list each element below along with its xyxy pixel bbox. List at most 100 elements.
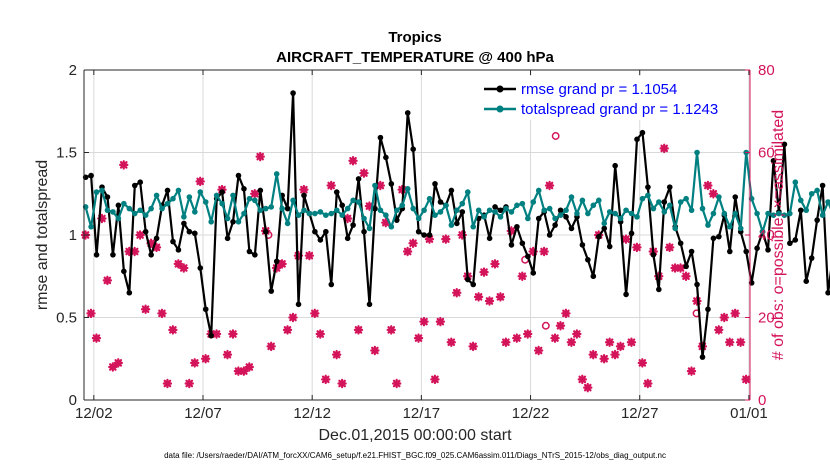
obs-assimilated-marker: [424, 234, 435, 244]
obs-assimilated-marker: [599, 354, 609, 364]
obs-assimilated-marker: [583, 382, 593, 393]
data-point-rmse: [366, 301, 373, 308]
obs-assimilated-marker: [381, 217, 391, 228]
data-point-rmse: [595, 233, 602, 240]
obs-assimilated-marker: [239, 366, 249, 376]
obs-assimilated-marker: [353, 325, 364, 335]
data-point-totalspread: [372, 182, 378, 189]
data-point-rmse: [639, 129, 646, 136]
y-tick-label-left: 0: [69, 392, 77, 409]
data-point-totalspread: [213, 192, 220, 199]
data-point-totalspread: [814, 187, 820, 194]
data-point-totalspread: [268, 204, 275, 210]
data-point-rmse: [186, 228, 193, 235]
obs-assimilated-marker: [113, 358, 123, 368]
x-tick-label: 12/27: [621, 405, 659, 422]
data-point-totalspread: [257, 207, 264, 214]
data-point-totalspread: [781, 212, 788, 218]
data-point-rmse: [257, 187, 264, 194]
data-point-rmse: [530, 270, 537, 276]
obs-assimilated-marker: [446, 337, 456, 347]
data-point-totalspread: [716, 194, 722, 200]
obs-assimilated-marker: [457, 230, 467, 240]
data-point-totalspread: [535, 187, 542, 194]
obs-assimilated-marker: [495, 292, 506, 302]
data-point-totalspread: [475, 207, 482, 214]
data-point-totalspread: [219, 200, 225, 207]
obs-assimilated-marker: [97, 213, 107, 224]
data-point-totalspread: [694, 149, 700, 156]
data-point-totalspread: [519, 200, 526, 207]
x-tick-label: 12/12: [293, 405, 331, 422]
data-point-totalspread: [153, 192, 160, 199]
data-point-rmse: [437, 199, 444, 205]
obs-assimilated-marker: [659, 143, 669, 154]
data-point-rmse: [770, 157, 777, 164]
data-point-totalspread: [121, 200, 127, 207]
obs-assimilated-marker: [364, 201, 375, 211]
data-point-totalspread: [486, 207, 493, 214]
data-point-totalspread: [464, 189, 471, 195]
obs-assimilated-marker: [550, 333, 560, 343]
legend-rmse-marker: [496, 85, 504, 93]
data-point-rmse: [552, 222, 558, 228]
data-point-totalspread: [383, 212, 389, 218]
obs-assimilated-marker: [714, 325, 724, 335]
y-tick-label-right: 20: [758, 310, 775, 327]
data-point-totalspread: [481, 214, 487, 220]
data-point-totalspread: [426, 195, 433, 202]
obs-assimilated-marker: [703, 180, 713, 191]
data-point-rmse: [197, 265, 204, 271]
data-point-rmse: [301, 192, 307, 199]
data-point-rmse: [819, 182, 826, 189]
legend-rmse-label: rmse grand pr = 1.1054: [521, 81, 677, 98]
data-point-rmse: [732, 194, 739, 200]
data-point-rmse: [148, 252, 154, 258]
obs-assimilated-marker: [490, 259, 500, 269]
data-point-totalspread: [443, 202, 449, 209]
obs-assimilated-marker: [468, 341, 478, 352]
data-point-totalspread: [688, 207, 695, 214]
obs-assimilated-marker: [282, 325, 293, 335]
data-point-rmse: [787, 240, 793, 247]
obs-assimilated-marker: [342, 213, 353, 224]
obs-possible-marker: [551, 132, 560, 140]
obs-assimilated-marker: [129, 246, 140, 257]
data-point-rmse: [754, 245, 760, 251]
obs-assimilated-marker: [391, 378, 402, 389]
data-point-rmse: [230, 219, 236, 225]
data-point-rmse: [525, 253, 531, 260]
data-point-rmse: [88, 172, 94, 179]
data-point-totalspread: [131, 210, 138, 217]
data-point-totalspread: [721, 210, 728, 217]
obs-assimilated-marker: [331, 349, 342, 360]
y-tick-label-left: 2: [69, 62, 77, 79]
y-tick-label-right: 80: [758, 62, 775, 79]
obs-assimilated-marker: [692, 296, 702, 306]
data-point-rmse: [623, 291, 629, 298]
data-point-rmse: [683, 263, 689, 270]
legend: rmse grand pr = 1.1054 totalspread grand…: [478, 76, 734, 120]
data-point-rmse: [355, 176, 362, 182]
data-point-totalspread: [246, 195, 253, 202]
data-point-totalspread: [546, 205, 553, 212]
data-point-rmse: [710, 235, 717, 242]
obs-possible-marker: [541, 321, 550, 330]
data-point-rmse: [252, 252, 258, 258]
obs-assimilated-marker: [310, 308, 320, 319]
obs-assimilated-marker: [190, 358, 200, 368]
data-point-rmse: [224, 235, 231, 242]
data-point-rmse: [415, 228, 422, 235]
data-point-totalspread: [164, 200, 171, 207]
obs-assimilated-marker: [539, 246, 549, 257]
data-point-rmse: [628, 230, 635, 237]
data-point-totalspread: [683, 195, 689, 202]
obs-assimilated-marker: [222, 349, 233, 360]
x-tick-label: 12/17: [403, 405, 441, 422]
y-tick-label-left: 0.5: [56, 310, 77, 327]
data-point-totalspread: [797, 197, 804, 204]
obs-assimilated-marker: [719, 312, 729, 323]
data-point-totalspread: [765, 210, 771, 217]
data-point-rmse: [323, 228, 329, 235]
data-point-rmse: [202, 306, 209, 313]
